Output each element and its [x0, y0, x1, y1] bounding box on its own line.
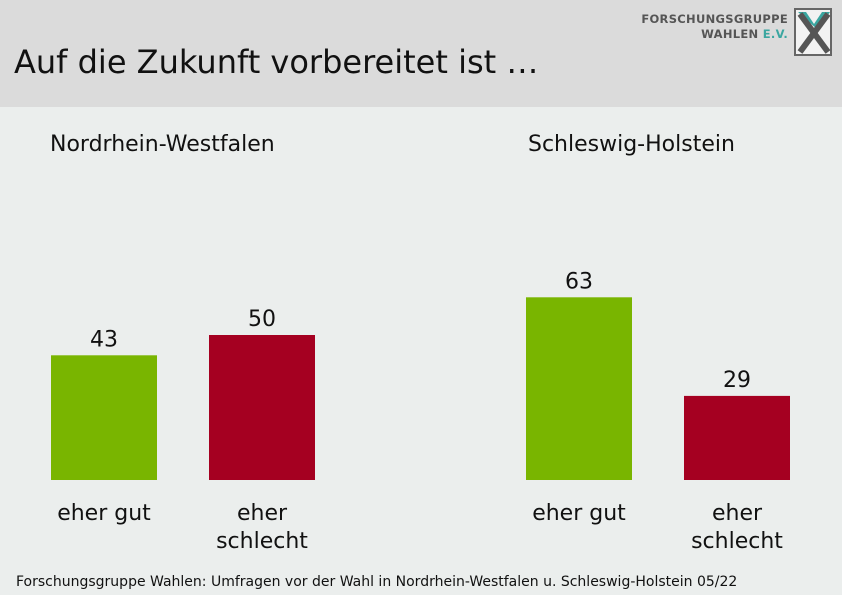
category-label: eher — [712, 501, 763, 526]
logo-line-2-b: E.V. — [762, 27, 788, 41]
category-label: eher — [237, 501, 288, 526]
logo-line-2-a: WAHLEN — [701, 27, 759, 41]
logo-line-1: FORSCHUNGSGRUPPE — [641, 12, 788, 26]
category-label: schlecht — [691, 529, 783, 554]
data-label: 63 — [565, 269, 593, 294]
data-label: 43 — [90, 327, 118, 352]
logo: FORSCHUNGSGRUPPE WAHLEN E.V. — [641, 8, 834, 56]
source-footnote: Forschungsgruppe Wahlen: Umfragen vor de… — [16, 574, 738, 590]
fgw-x-logo-icon — [794, 8, 832, 56]
bar — [684, 395, 790, 480]
category-label: eher gut — [57, 501, 151, 526]
data-label: 29 — [723, 368, 751, 393]
page-title: Auf die Zukunft vorbereitet ist … — [14, 43, 539, 81]
bar — [209, 335, 315, 480]
logo-line-2: WAHLEN E.V. — [641, 27, 788, 42]
chart-title: Schleswig-Holstein — [528, 132, 735, 157]
bar — [526, 297, 632, 480]
category-label: schlecht — [216, 529, 308, 554]
chart-title: Nordrhein-Westfalen — [50, 132, 275, 157]
logo-text: FORSCHUNGSGRUPPE WAHLEN E.V. — [641, 12, 788, 42]
header-bar: Auf die Zukunft vorbereitet ist … FORSCH… — [0, 0, 842, 107]
category-label: eher gut — [532, 501, 626, 526]
data-label: 50 — [248, 307, 276, 332]
bar — [51, 355, 157, 480]
